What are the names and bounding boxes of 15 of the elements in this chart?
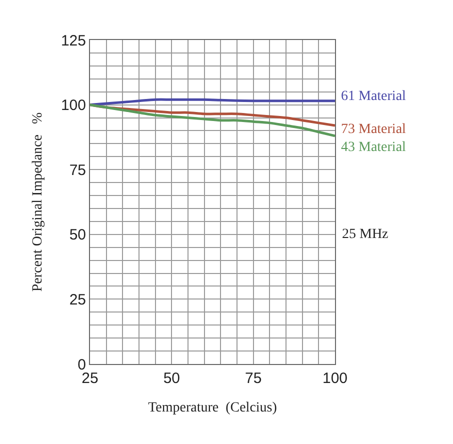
x-tick-label: 100 — [322, 370, 348, 387]
series-label: 61 Material — [341, 89, 406, 104]
y-tick-label: 75 — [69, 162, 86, 179]
y-tick-label: 125 — [60, 32, 86, 50]
line-series — [90, 104, 335, 138]
y-tick-label: 100 — [60, 97, 86, 114]
y-tick-label: 50 — [69, 226, 86, 244]
x-tick-label: 50 — [163, 370, 180, 387]
x-tick-label: 75 — [244, 370, 262, 387]
x-axis-title: Temperature (Celcius) — [148, 400, 278, 416]
text: 25 MHz — [342, 227, 388, 242]
y-axis-title: Percent Original Impedance % — [30, 112, 46, 292]
y-tick-label: 25 — [69, 291, 86, 308]
series-label: 73 Material — [341, 122, 406, 137]
series-label: 43 Material — [341, 140, 406, 155]
